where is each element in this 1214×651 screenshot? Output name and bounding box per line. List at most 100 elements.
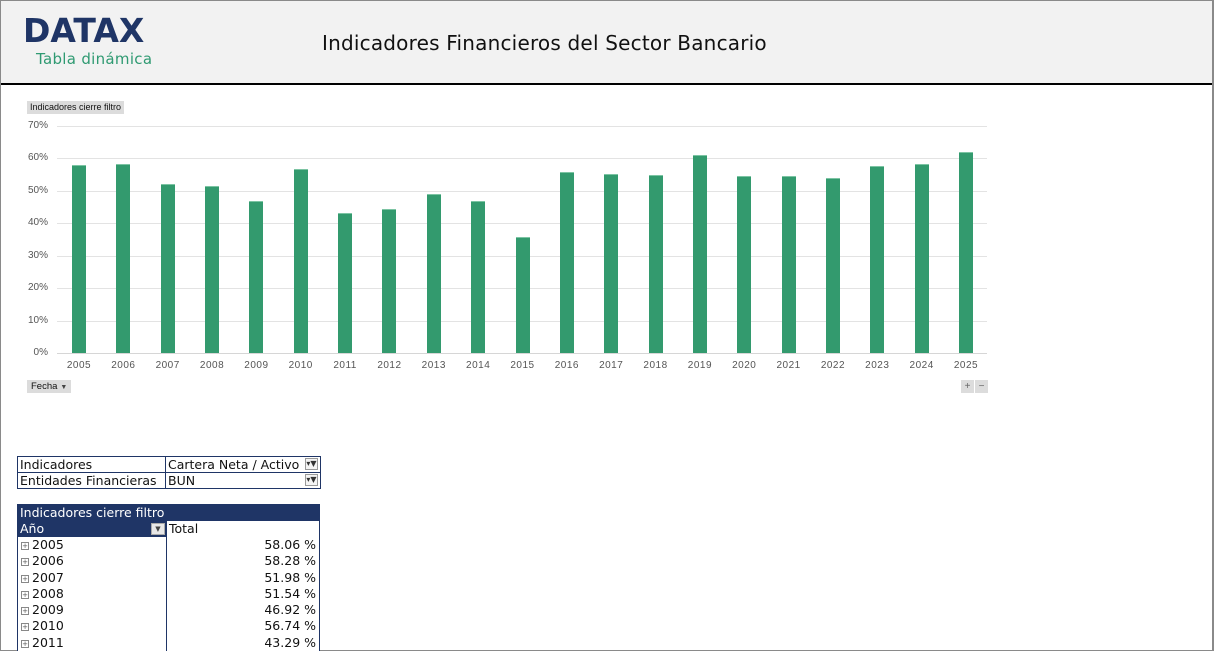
chart-zoom-controls: + − bbox=[961, 380, 988, 393]
report-filters: Indicadores Cartera Neta / Activo ▾▼ Ent… bbox=[17, 456, 321, 489]
fecha-label: Fecha bbox=[31, 381, 58, 392]
x-axis-tick: 2009 bbox=[244, 360, 269, 371]
x-axis-tick: 2005 bbox=[66, 360, 92, 371]
expand-icon[interactable]: + bbox=[21, 590, 29, 599]
year-cell: +2008 bbox=[18, 586, 166, 602]
expand-icon[interactable]: + bbox=[21, 542, 29, 550]
chart-value-field-button[interactable]: Indicadores cierre filtro bbox=[27, 101, 125, 114]
bar-2019[interactable] bbox=[692, 154, 707, 353]
total-cell: 56.74 % bbox=[166, 618, 319, 635]
x-axis-tick: 2020 bbox=[732, 360, 757, 371]
y-axis-tick: 10% bbox=[27, 314, 48, 326]
bar-2023[interactable] bbox=[870, 165, 885, 353]
x-axis-tick: 2013 bbox=[421, 360, 446, 371]
pivot-row: +2006 58.28 % bbox=[18, 553, 319, 570]
year-label: 2010 bbox=[32, 618, 64, 634]
bar-2006[interactable] bbox=[116, 164, 131, 353]
expand-icon[interactable]: + bbox=[21, 607, 29, 616]
bar-2017[interactable] bbox=[604, 173, 619, 353]
y-axis-tick: 0% bbox=[33, 347, 48, 358]
total-cell: 46.92 % bbox=[166, 602, 319, 619]
bar-2005[interactable] bbox=[72, 164, 86, 353]
row-filter-dropdown-icon[interactable]: ▼ bbox=[151, 523, 165, 535]
y-axis-tick: 70% bbox=[27, 120, 48, 131]
bar-2016[interactable] bbox=[559, 172, 574, 353]
bar-2009[interactable] bbox=[249, 200, 264, 353]
pivot-row: +2010 56.74 % bbox=[18, 618, 319, 635]
x-axis-tick: 2006 bbox=[111, 360, 136, 371]
x-axis-tick: 2024 bbox=[909, 360, 934, 371]
x-axis-tick: 2018 bbox=[643, 360, 668, 371]
bar-2008[interactable] bbox=[205, 185, 220, 353]
bar-chart: 0% 10% 20% 30% 40% 50% 60% 70% 2005 2006 2007 2008 2… bbox=[0, 110, 1000, 380]
filter-row-entidades: Entidades Financieras BUN ▾▼ bbox=[17, 472, 321, 489]
year-cell: +2011 bbox=[18, 635, 166, 651]
expand-icon[interactable]: + bbox=[21, 558, 29, 567]
pivot-row: +2007 51.98 % bbox=[18, 569, 319, 586]
total-cell: 51.98 % bbox=[166, 569, 319, 586]
bar-2013[interactable] bbox=[426, 193, 441, 353]
year-label: 2009 bbox=[32, 602, 64, 618]
bar-2010[interactable] bbox=[293, 169, 308, 353]
expand-icon[interactable]: + bbox=[21, 639, 29, 648]
filter-dropdown-icon[interactable]: ▾▼ bbox=[305, 474, 318, 486]
ano-header-label: Año bbox=[20, 521, 45, 536]
bar-2012[interactable] bbox=[382, 209, 397, 353]
total-header: Total bbox=[166, 521, 319, 537]
y-axis-tick: 40% bbox=[27, 217, 48, 229]
y-axis-tick: 60% bbox=[27, 152, 48, 164]
filter-value-entidades[interactable]: BUN ▾▼ bbox=[165, 472, 321, 489]
bar-2011[interactable] bbox=[338, 212, 353, 353]
year-cell: +2010 bbox=[18, 618, 166, 634]
gridline bbox=[57, 223, 987, 225]
y-axis-tick: 50% bbox=[27, 184, 48, 196]
gridline bbox=[57, 353, 987, 354]
year-cell: +2005 bbox=[18, 537, 166, 553]
pivot-row: +2011 43.29 % bbox=[18, 634, 319, 651]
bar-2025[interactable] bbox=[959, 152, 973, 353]
x-axis-tick: 2023 bbox=[865, 360, 890, 371]
filter-value: BUN bbox=[168, 472, 196, 488]
x-axis-tick: 2012 bbox=[377, 360, 402, 371]
filter-label: Entidades Financieras bbox=[17, 472, 166, 489]
row-field-header: Año ▼ bbox=[18, 521, 166, 537]
gridline bbox=[57, 126, 987, 127]
bar-2018[interactable] bbox=[648, 175, 663, 353]
collapse-button[interactable]: − bbox=[975, 380, 988, 393]
year-label: 2008 bbox=[32, 585, 64, 601]
bar-2020[interactable] bbox=[737, 176, 752, 353]
bar-2022[interactable] bbox=[825, 178, 840, 353]
pivot-header-row: Año ▼ Total bbox=[18, 521, 319, 537]
filter-value-indicadores[interactable]: Cartera Neta / Activo ▾▼ bbox=[165, 456, 321, 473]
year-cell: +2009 bbox=[18, 602, 166, 618]
filter-row-indicadores: Indicadores Cartera Neta / Activo ▾▼ bbox=[17, 456, 321, 473]
filter-dropdown-icon[interactable]: ▾▼ bbox=[305, 458, 318, 470]
pivot-title: Indicadores cierre filtro bbox=[18, 505, 319, 521]
bar-2021[interactable] bbox=[781, 176, 796, 353]
x-axis-tick: 2025 bbox=[953, 360, 979, 371]
year-label: 2005 bbox=[32, 537, 64, 552]
pivot-row: +2009 46.92 % bbox=[18, 602, 319, 619]
total-cell: 43.29 % bbox=[166, 634, 319, 651]
pivot-row: +2008 51.54 % bbox=[18, 585, 319, 603]
logo-subtitle: Tabla dinámica bbox=[36, 50, 153, 68]
total-cell: 51.54 % bbox=[166, 585, 319, 603]
expand-icon[interactable]: + bbox=[21, 574, 29, 583]
chevron-down-icon: ▼ bbox=[60, 384, 68, 391]
gridline bbox=[57, 190, 987, 192]
expand-icon[interactable]: + bbox=[21, 623, 29, 632]
fecha-axis-field-button[interactable]: Fecha ▼ bbox=[27, 380, 72, 393]
bar-2014[interactable] bbox=[471, 200, 486, 353]
page-header: DATAX Tabla dinámica Indicadores Financi… bbox=[1, 1, 1212, 85]
y-axis-tick: 30% bbox=[27, 249, 48, 261]
x-axis-tick: 2022 bbox=[820, 360, 846, 371]
expand-button[interactable]: + bbox=[961, 380, 974, 393]
bar-2007[interactable] bbox=[160, 184, 175, 353]
x-axis-tick: 2014 bbox=[466, 360, 491, 371]
year-cell: +2006 bbox=[18, 553, 166, 569]
gridline bbox=[57, 158, 987, 160]
bar-2015[interactable] bbox=[515, 236, 530, 353]
bar-2024[interactable] bbox=[914, 164, 929, 353]
x-axis-tick: 2007 bbox=[155, 360, 180, 371]
pivot-row: +2005 58.06 % bbox=[18, 537, 319, 554]
